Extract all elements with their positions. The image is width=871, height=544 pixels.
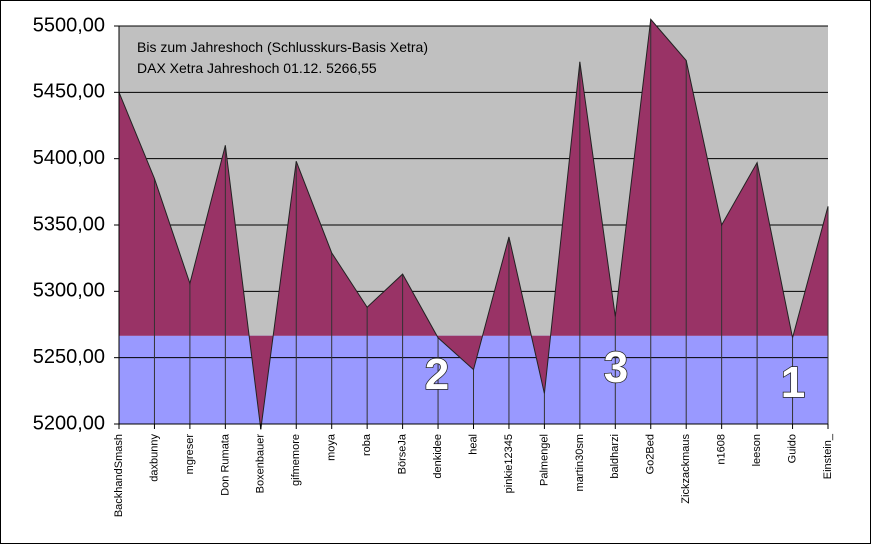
x-tick-label: Don Rumata [219,433,231,496]
annotation: 2 [425,350,449,399]
x-tick-label: Guido [786,434,798,463]
y-tick-label: 5300,00 [33,280,105,302]
x-tick-label: leeson [751,434,763,466]
x-tick-label: pinkie12345 [503,434,515,493]
x-tick-label: BörseJa [397,433,409,474]
y-tick-label: 5250,00 [33,346,105,368]
x-tick-label: martin30sm [574,434,586,491]
x-tick-label: mgreser [184,434,196,475]
x-tick-label: BackhandSmash [113,434,125,517]
y-tick-label: 5200,00 [33,412,105,434]
x-tick-label: n1608 [716,434,728,465]
annotation: 3 [604,343,628,392]
x-tick-label: Boxenbauer [255,434,267,494]
y-tick-label: 5400,00 [33,147,105,169]
line [118,18,829,430]
x-tick-label: heal [467,434,479,455]
x-tick-label: moya [326,433,338,461]
x-tick-label: Go2Bed [645,434,657,474]
x-tick-label: Einstein_ [822,433,834,479]
x-tick-label: roba [361,433,373,456]
chart-title: Bis zum Jahreshoch (Schlusskurs-Basis Xe… [137,39,428,55]
annotation: 1 [781,358,805,407]
x-tick-label: Palmengel [538,434,550,486]
y-tick-label: 5450,00 [33,81,105,103]
x-tick-label: baldharzi [609,434,621,479]
y-tick-label: 5350,00 [33,213,105,235]
y-tick-label: 5500,00 [33,14,105,36]
x-tick-label: gifmemore [290,434,302,486]
x-tick-label: daxbunny [148,434,160,482]
x-tick-label: Zickzackmaus [680,434,692,504]
x-tick-label: denkidee [432,434,444,479]
chart-subtitle: DAX Xetra Jahreshoch 01.12. 5266,55 [137,60,377,76]
